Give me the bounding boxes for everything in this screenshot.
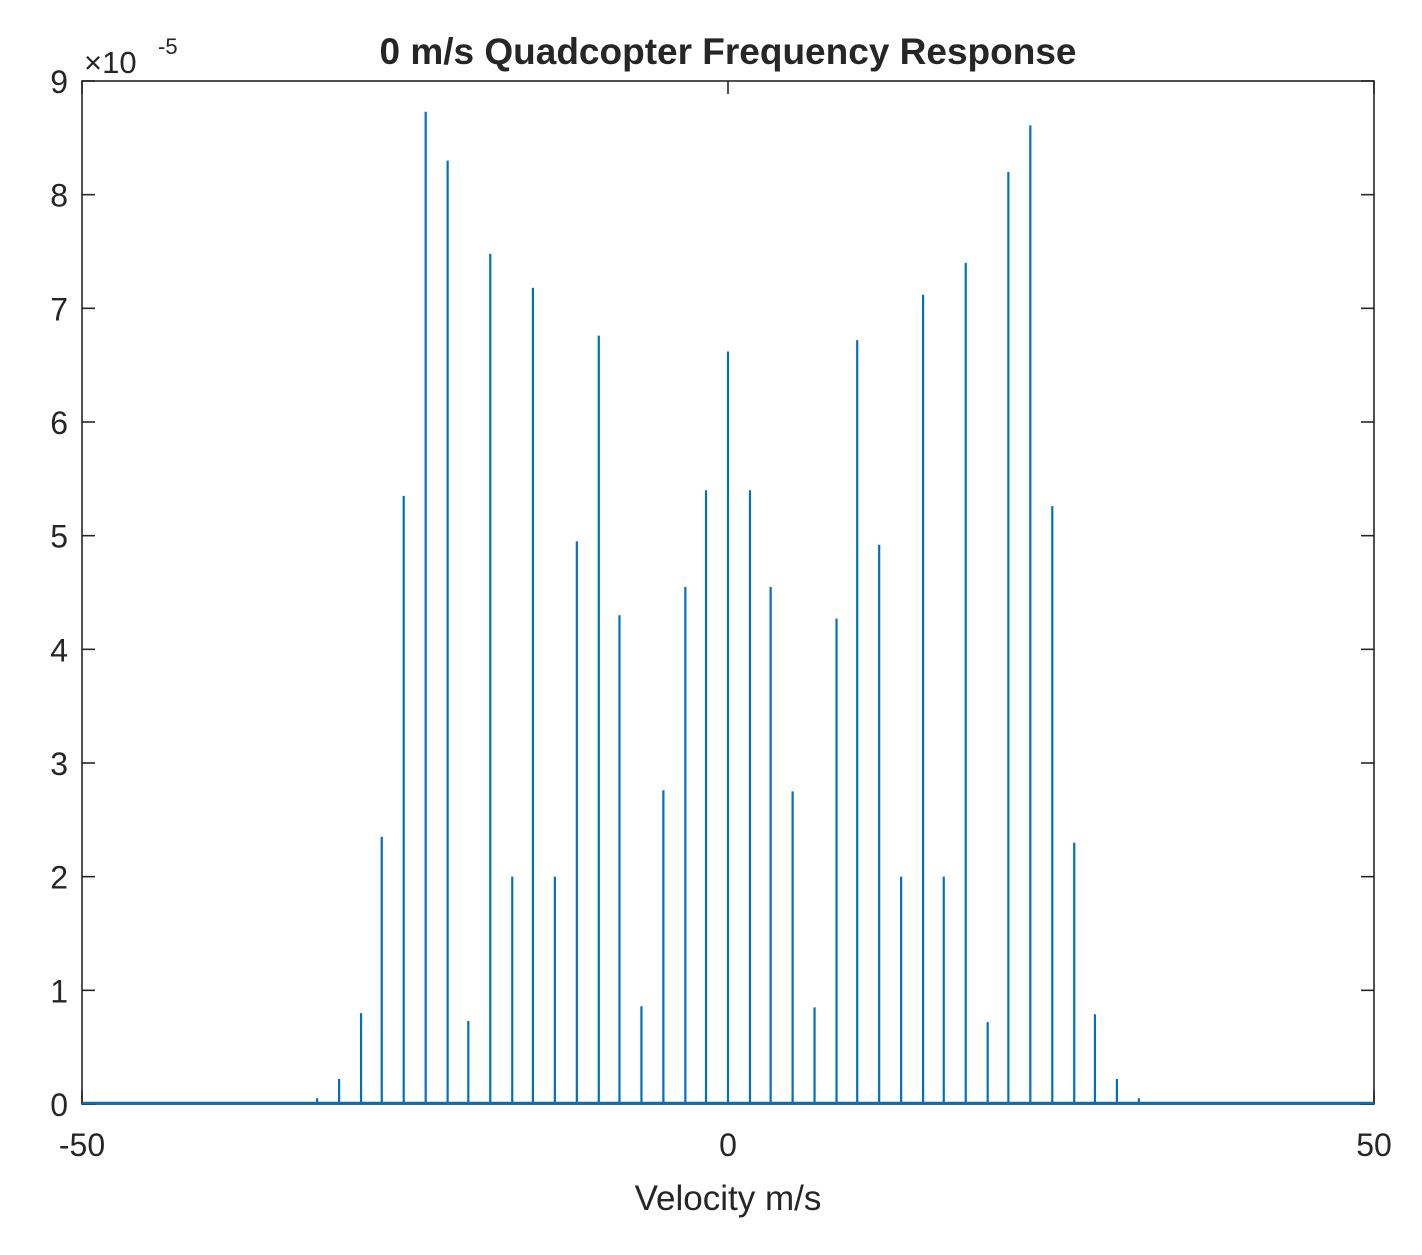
y-tick-label: 0	[50, 1087, 68, 1123]
y-axis-ticks: 0 1 2 3 4 5 6 7 8 9	[50, 64, 1374, 1123]
x-axis-label: Velocity m/s	[635, 1179, 822, 1218]
chart-title: 0 m/s Quadcopter Frequency Response	[379, 31, 1076, 72]
x-tick-label: 0	[719, 1127, 737, 1163]
y-multiplier-exponent: -5	[158, 34, 178, 59]
y-tick-label: 1	[50, 973, 68, 1009]
y-tick-label: 4	[50, 632, 68, 668]
y-axis-multiplier: ×10 -5	[84, 34, 178, 80]
x-tick-label: -50	[59, 1127, 105, 1163]
y-tick-label: 5	[50, 519, 68, 555]
x-tick-label: 50	[1356, 1127, 1392, 1163]
data-series	[82, 111, 1374, 1105]
y-multiplier-prefix: ×10	[84, 45, 137, 80]
y-tick-label: 9	[50, 64, 68, 100]
y-tick-label: 3	[50, 746, 68, 782]
y-tick-label: 7	[50, 291, 68, 327]
y-tick-label: 8	[50, 178, 68, 214]
y-tick-label: 6	[50, 405, 68, 441]
y-tick-label: 2	[50, 860, 68, 896]
x-axis-ticks: -50 0 50	[59, 81, 1392, 1163]
